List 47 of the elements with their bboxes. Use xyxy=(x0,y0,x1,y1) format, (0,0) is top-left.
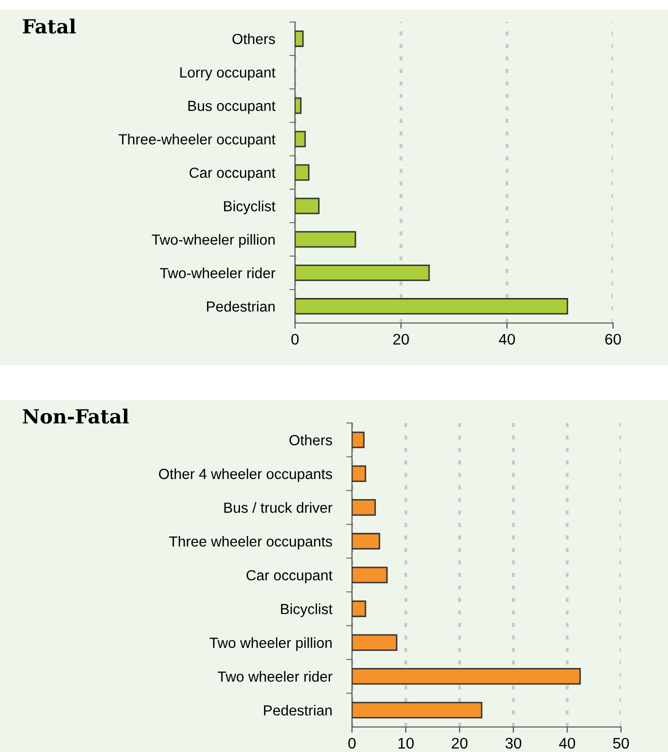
x-tick-label: 40 xyxy=(559,738,576,749)
bar xyxy=(295,264,430,282)
x-tick-label: 40 xyxy=(498,334,515,345)
x-tick-label: 60 xyxy=(605,334,621,345)
y-tick-label: Two-wheeler pillion xyxy=(152,234,275,248)
x-tick-label: 20 xyxy=(452,738,468,749)
y-tick-label: Others xyxy=(232,33,276,44)
text: Fatal xyxy=(22,18,76,34)
x-tick-label: 0 xyxy=(291,334,299,345)
bar xyxy=(295,231,356,248)
bar xyxy=(295,164,310,181)
y-tick-label: Two wheeler rider xyxy=(218,671,332,682)
y-tick-label: Bus / truck driver xyxy=(224,502,332,513)
x-tick-label: 10 xyxy=(398,738,414,749)
bar xyxy=(352,600,366,618)
x-tick-label: 20 xyxy=(393,334,409,345)
bar xyxy=(295,298,568,314)
x-tick-label: 50 xyxy=(613,738,629,749)
y-tick-label: Bus occupant xyxy=(188,100,276,114)
bar xyxy=(295,130,306,148)
y-tick-label: Bicyclist xyxy=(281,603,332,618)
y-tick-label: Pedestrian xyxy=(264,704,332,716)
x-tick-label: 30 xyxy=(505,738,522,749)
bar xyxy=(352,668,581,685)
bar xyxy=(352,465,366,482)
y-tick-label: Other 4 wheeler occupants xyxy=(158,468,332,482)
text: Non-Fatal xyxy=(22,408,129,424)
y-tick-label: Three wheeler occupants xyxy=(169,536,332,550)
y-tick-label: Three-wheeler occupant xyxy=(118,134,276,148)
bar xyxy=(295,97,302,114)
y-tick-label: Car occupant xyxy=(190,168,276,181)
x-tick-label: 0 xyxy=(348,738,356,749)
y-tick-label: Two wheeler pillion xyxy=(210,637,332,651)
bar xyxy=(352,566,388,584)
y-tick-label: Lorry occupant xyxy=(180,67,276,80)
y-tick-label: Car occupant xyxy=(246,570,332,584)
y-tick-label: Two-wheeler rider xyxy=(160,268,276,278)
bar xyxy=(352,432,365,448)
y-tick-label: Pedestrian xyxy=(207,300,275,312)
bar xyxy=(352,532,380,550)
bar xyxy=(352,499,376,516)
y-tick-label: Others xyxy=(289,434,332,446)
bar xyxy=(295,30,304,47)
bar xyxy=(352,634,398,651)
y-tick-label: Bicyclist xyxy=(224,200,276,214)
bar xyxy=(352,702,482,718)
bar xyxy=(295,198,320,214)
